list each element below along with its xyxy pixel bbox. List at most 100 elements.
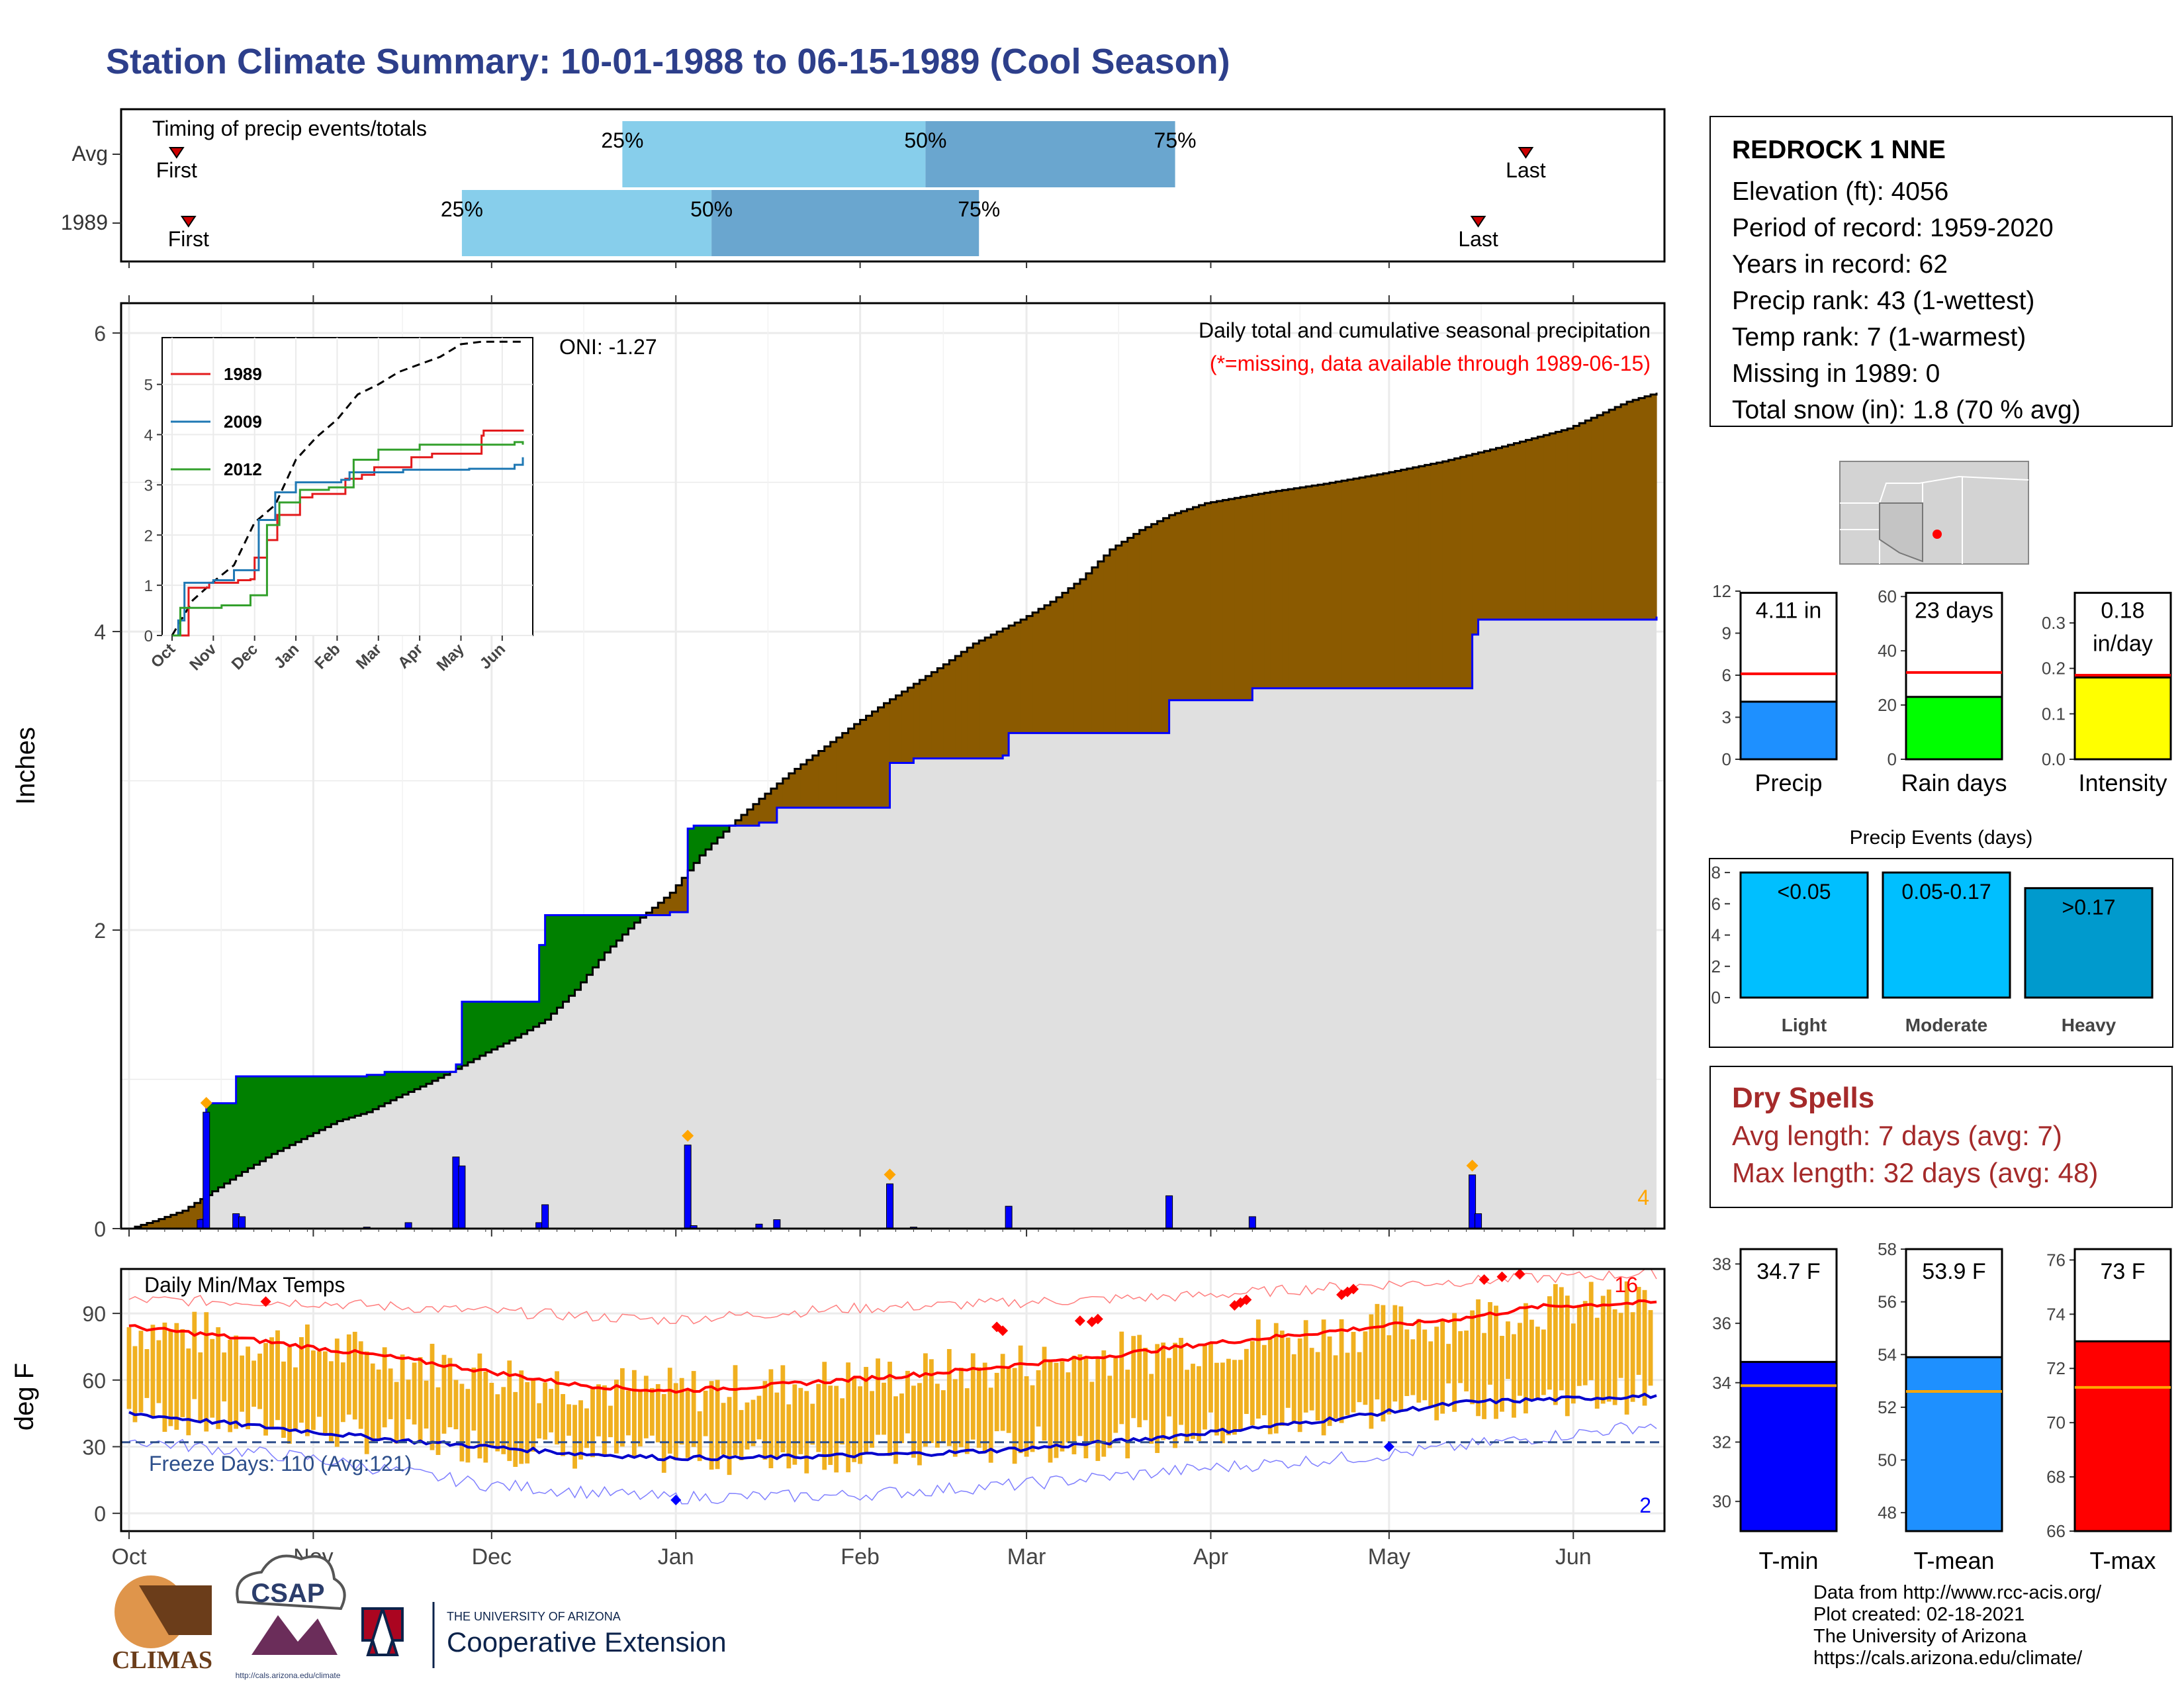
precip-deficit-band	[646, 912, 653, 915]
record-low-count: 2	[1639, 1493, 1651, 1517]
precip-deficit-band	[1038, 608, 1045, 733]
precip-deficit-band	[1306, 486, 1312, 688]
timing-p25-label: 25%	[601, 128, 643, 152]
temp-daily-bar	[822, 1362, 827, 1470]
temp-daily-bar	[507, 1360, 512, 1462]
precip-y-tick-label: 6	[94, 322, 106, 346]
record-low-marker-icon	[670, 1495, 682, 1506]
inset-legend-label: 2012	[224, 459, 262, 479]
temp-daily-bar	[150, 1325, 156, 1418]
snow-marker-icon	[884, 1168, 896, 1181]
ua-a-icon	[361, 1607, 404, 1656]
temp-daily-bar	[1541, 1329, 1546, 1395]
temp-daily-bar	[430, 1344, 435, 1450]
temp-summary-y-tick-label: 36	[1712, 1313, 1731, 1333]
temp-daily-bar	[970, 1353, 976, 1440]
precip-deficit-band	[937, 668, 944, 759]
temp-daily-bar	[828, 1385, 833, 1466]
temp-daily-bar	[447, 1358, 453, 1428]
temp-daily-bar	[1446, 1344, 1451, 1383]
precip-deficit-band	[670, 892, 676, 912]
inset-x-tick-label: Jun	[477, 640, 509, 673]
precip-deficit-band	[901, 691, 909, 763]
precip-deficit-band	[955, 656, 962, 759]
precip-observed-fill	[129, 616, 1657, 1229]
precip-surplus-band	[218, 1103, 225, 1188]
temp-daily-bar	[649, 1387, 655, 1436]
precip-deficit-band	[1009, 626, 1015, 733]
precip-surplus-band	[598, 915, 606, 961]
credit-org: The University of Arizona	[1813, 1626, 2027, 1647]
summary-y-tick-label: 60	[1878, 586, 1897, 606]
temp-daily-bar	[751, 1399, 756, 1446]
precip-deficit-band	[146, 1223, 154, 1229]
precip-surplus-band	[361, 1076, 367, 1114]
temp-daily-bar	[240, 1355, 245, 1412]
precip-deficit-band	[985, 637, 991, 759]
temp-daily-bar	[1494, 1305, 1498, 1419]
precip-deficit-band	[1181, 511, 1188, 700]
precip-daily-bar	[458, 1165, 466, 1229]
events-title: Precip Events (days)	[1850, 827, 2033, 849]
precip-surplus-band	[443, 1072, 451, 1075]
credit-date: Plot created: 02-18-2021	[1813, 1604, 2025, 1625]
timing-frame	[120, 108, 1666, 263]
precip-deficit-band	[913, 683, 921, 759]
temp-daily-bar	[531, 1379, 536, 1452]
inset-y-tick-label: 2	[144, 527, 153, 545]
temp-daily-bar	[263, 1342, 268, 1436]
precip-deficit-band	[1520, 442, 1527, 620]
station-name: REDROCK 1 NNE	[1732, 136, 1946, 164]
temp-daily-bar	[299, 1336, 304, 1423]
temp-daily-bar	[1440, 1319, 1445, 1414]
inset-average-line	[171, 340, 523, 636]
precip-surplus-band	[616, 915, 623, 941]
temp-daily-bar	[739, 1410, 744, 1460]
temp-y-tick-label: 0	[94, 1502, 106, 1526]
summary-bar-label: 23 days	[1915, 598, 1993, 624]
temp-daily-bar	[1161, 1342, 1166, 1440]
temp-summary-y-tick-label: 50	[1878, 1450, 1897, 1470]
summary-bar-value	[1739, 700, 1838, 761]
precip-surplus-band	[592, 915, 600, 968]
precip-surplus-band	[485, 1002, 492, 1053]
temp-daily-bar	[162, 1322, 167, 1432]
temp-daily-bar	[697, 1411, 702, 1462]
temp-daily-bar	[1582, 1301, 1588, 1385]
precip-deficit-band	[866, 716, 873, 808]
precip-surplus-band	[580, 915, 588, 982]
precip-surplus-band	[634, 915, 641, 923]
temp-daily-bar	[192, 1311, 197, 1399]
precip-surplus-band	[337, 1076, 343, 1121]
precip-deficit-band	[1324, 483, 1330, 688]
credits-block: Data from http://www.rcc-acis.org/ Plot …	[1813, 1582, 2101, 1669]
temp-daily-bar	[917, 1383, 922, 1466]
precip-deficit-band	[895, 695, 903, 763]
temp-daily-bar	[281, 1361, 286, 1438]
precip-y-tick-label: 4	[94, 620, 106, 644]
precip-deficit-band	[1163, 518, 1170, 733]
events-bar	[1739, 871, 1869, 999]
inset-x-tick-label: May	[433, 640, 469, 675]
temp-daily-bar	[441, 1354, 447, 1434]
precip-surplus-band	[545, 915, 552, 1020]
temp-daily-bar	[246, 1346, 251, 1430]
precip-surplus-band	[259, 1076, 267, 1162]
temp-ylabel: deg F	[10, 1363, 39, 1430]
precip-surplus-band	[426, 1072, 433, 1084]
temp-daily-bar	[1339, 1319, 1344, 1423]
precip-deficit-band	[188, 1207, 195, 1229]
precip-surplus-band	[283, 1076, 291, 1149]
precip-deficit-band	[1199, 505, 1206, 700]
station-elevation: Elevation (ft): 4056	[1732, 177, 1949, 206]
precip-deficit-band	[1240, 496, 1247, 700]
precip-deficit-band	[1484, 451, 1491, 620]
inset-legend-label: 2009	[224, 412, 262, 432]
summary-bar-value	[1905, 696, 2003, 761]
temp-daily-bar	[1321, 1319, 1326, 1436]
temp-daily-bar	[899, 1393, 904, 1444]
inset-y-tick-label: 1	[144, 577, 153, 595]
temp-daily-bar	[709, 1381, 714, 1470]
